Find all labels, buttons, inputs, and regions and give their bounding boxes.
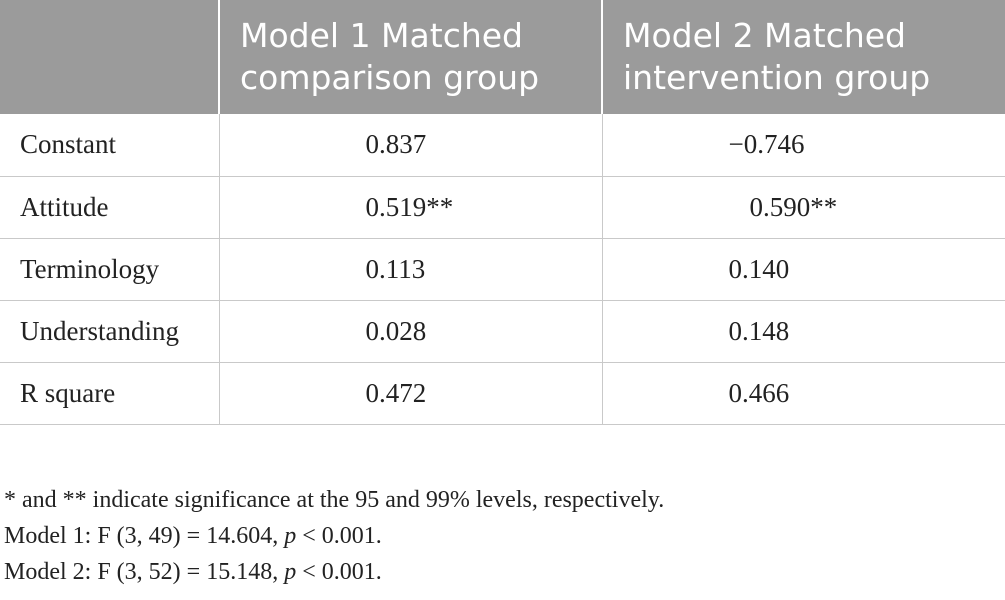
header-model2-line2: intervention group <box>623 58 931 97</box>
header-empty-cell <box>0 0 220 114</box>
table-header-row: Model 1 Matched comparison group Model 2… <box>0 0 1005 114</box>
table-row-understanding: Understanding 0.028 0.148 <box>0 300 1005 363</box>
header-model1-line2: comparison group <box>240 58 540 97</box>
model1-note: Model 1: F (3, 49) = 14.604, p < 0.001. <box>4 518 664 554</box>
model2-note-p: p <box>284 559 297 585</box>
model2-note-prefix: Model 2: F (3, 52) = 15.148, <box>4 559 285 585</box>
row-label: R square <box>0 362 220 425</box>
model2-value: 0.148 <box>602 300 1005 363</box>
header-model2: Model 2 Matched intervention group <box>602 0 1005 114</box>
row-label: Constant <box>0 114 220 177</box>
model2-value: 0.140 <box>602 238 1005 301</box>
model2-value: −0.746 <box>602 114 1005 177</box>
regression-table-container: Model 1 Matched comparison group Model 2… <box>0 0 1005 425</box>
model1-note-p: p <box>284 523 297 549</box>
row-label: Attitude <box>0 176 220 239</box>
header-model1-line1: Model 1 Matched <box>240 16 523 55</box>
model1-value: 0.837 <box>219 114 603 177</box>
header-model1: Model 1 Matched comparison group <box>219 0 603 114</box>
table-row-r-square: R square 0.472 0.466 <box>0 362 1005 425</box>
regression-table: Model 1 Matched comparison group Model 2… <box>0 0 1005 425</box>
model2-note-suffix: < 0.001. <box>296 559 382 585</box>
model1-value: 0.519** <box>219 176 603 239</box>
model1-note-suffix: < 0.001. <box>296 523 382 549</box>
model2-note: Model 2: F (3, 52) = 15.148, p < 0.001. <box>4 554 664 590</box>
model1-note-prefix: Model 1: F (3, 49) = 14.604, <box>4 523 285 549</box>
model1-value: 0.113 <box>219 238 603 301</box>
row-label: Understanding <box>0 300 220 363</box>
model1-value: 0.472 <box>219 362 603 425</box>
table-footnotes: * and ** indicate significance at the 95… <box>4 482 664 590</box>
header-model2-line1: Model 2 Matched <box>623 16 906 55</box>
model2-value: 0.590** <box>602 176 1005 239</box>
model2-value: 0.466 <box>602 362 1005 425</box>
model1-value: 0.028 <box>219 300 603 363</box>
table-row-attitude: Attitude 0.519** 0.590** <box>0 176 1005 239</box>
table-row-terminology: Terminology 0.113 0.140 <box>0 238 1005 301</box>
table-row-constant: Constant 0.837 −0.746 <box>0 114 1005 177</box>
row-label: Terminology <box>0 238 220 301</box>
significance-note: * and ** indicate significance at the 95… <box>4 487 665 513</box>
